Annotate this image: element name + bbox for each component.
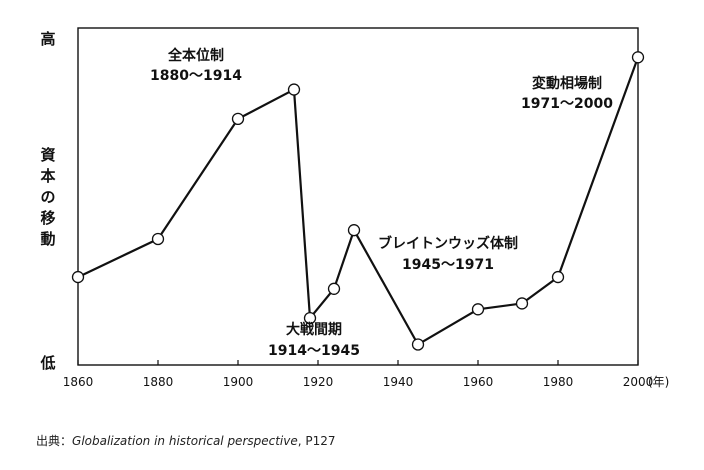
x-tick-label: 2000	[623, 375, 654, 389]
annotation-gold-standard-title: 全本位制	[167, 47, 224, 64]
x-axis-unit-label: (年)	[648, 375, 669, 389]
y-axis-title-char: 資	[40, 146, 55, 164]
data-point	[287, 83, 301, 96]
plot-frame	[77, 27, 639, 366]
y-axis-high-label: 高	[40, 30, 55, 48]
data-point	[231, 112, 245, 125]
data-point	[71, 270, 85, 284]
source-citation: 出典：Globalization in historical perspecti…	[36, 432, 336, 449]
y-axis-labels: 高 資 本 の 移 動 低	[39, 30, 55, 372]
data-point	[347, 224, 361, 237]
annotation-floating-rate-title: 変動相場制	[532, 75, 602, 92]
source-prefix: 出典：	[36, 434, 73, 448]
data-point	[631, 51, 645, 64]
x-tick-label: 1860	[63, 375, 94, 389]
x-tick-label: 1900	[223, 375, 254, 389]
annotation-bretton-woods-years: 1945〜1971	[402, 257, 494, 273]
data-point	[411, 338, 425, 351]
y-axis-title-char: の	[40, 188, 55, 206]
annotation-gold-standard-years: 1880〜1914	[150, 68, 242, 84]
data-point	[471, 303, 485, 316]
annotation-floating-rate-years: 1971〜2000	[521, 96, 613, 112]
source-title: Globalization in historical perspective	[72, 434, 298, 448]
annotation-bretton-woods-title: ブレイトンウッズ体制	[378, 235, 518, 252]
x-tick-label: 1880	[143, 375, 174, 389]
data-point	[515, 297, 529, 310]
data-point	[551, 270, 565, 284]
y-axis-low-label: 低	[39, 354, 55, 372]
data-point	[303, 311, 317, 325]
annotation-interwar-years: 1914〜1945	[268, 343, 360, 359]
y-axis-title-char: 移	[40, 209, 55, 227]
x-axis-ticks: 1860 1880 1900 1920 1940 1960 1980 2000	[63, 360, 654, 389]
series-line	[77, 56, 640, 346]
x-tick-label: 1960	[463, 375, 494, 389]
y-axis-title-char: 本	[40, 167, 55, 185]
data-point	[151, 232, 165, 246]
annotation-interwar-title: 大戦間期	[286, 321, 342, 338]
series	[71, 51, 645, 351]
data-point	[327, 282, 341, 295]
x-tick-label: 1980	[543, 375, 574, 389]
x-tick-label: 1920	[303, 375, 334, 389]
annotations: 全本位制 1880〜1914 大戦間期 1914〜1945 ブレイトンウッズ体制…	[150, 47, 613, 359]
source-suffix: , P127	[297, 434, 336, 448]
y-axis-title-char: 動	[40, 230, 55, 248]
x-tick-label: 1940	[383, 375, 414, 389]
